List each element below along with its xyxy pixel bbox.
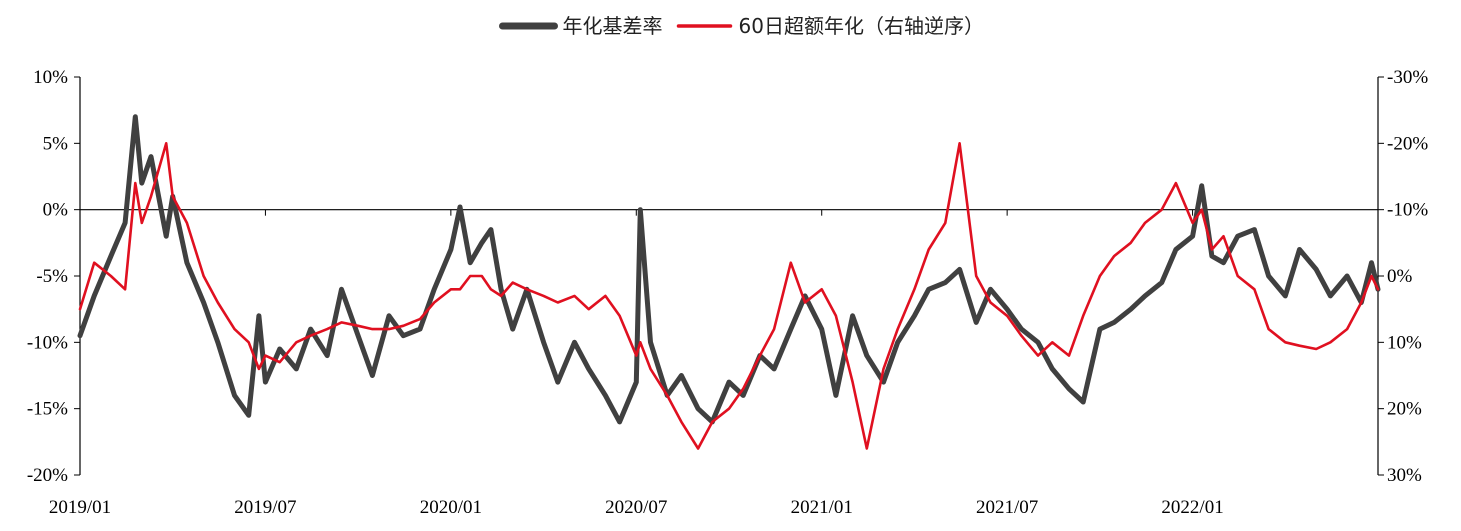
legend-label: 60日超额年化（右轴逆序） [739,14,984,38]
series-layer [77,114,1381,450]
series-line-excess-return [78,142,1380,450]
left-tick-label: 0% [43,200,69,221]
right-tick-label: -10% [1387,200,1428,221]
x-tick-label: 2021/07 [976,497,1038,518]
series-line-basis-rate [77,114,1381,425]
left-tick-label: 5% [43,133,69,154]
left-tick-label: -20% [27,465,68,486]
left-tick-label: -10% [27,332,68,353]
left-tick-label: -15% [27,399,68,420]
left-tick-label: -5% [36,266,68,287]
legend-label: 年化基差率 [563,14,663,38]
x-tick-label: 2019/01 [49,497,111,518]
right-tick-label: -20% [1387,133,1428,154]
x-tick-label: 2022/01 [1161,497,1223,518]
x-tick-label: 2021/01 [791,497,853,518]
right-tick-label: -30% [1387,67,1428,88]
x-tick-label: 2020/01 [420,497,482,518]
right-tick-label: 30% [1387,465,1422,486]
legend: 年化基差率 60日超额年化（右轴逆序） [499,14,984,38]
left-tick-label: 10% [33,67,68,88]
x-tick-label: 2019/07 [234,497,296,518]
axes: 10% 5% 0% -5% -10% -15% -20% -30% -20% -10% 0% 10% 2… [27,67,1428,518]
x-tick-label: 2020/07 [605,497,667,518]
right-tick-label: 10% [1387,332,1422,353]
right-tick-label: 0% [1387,266,1413,287]
right-tick-label: 20% [1387,399,1422,420]
